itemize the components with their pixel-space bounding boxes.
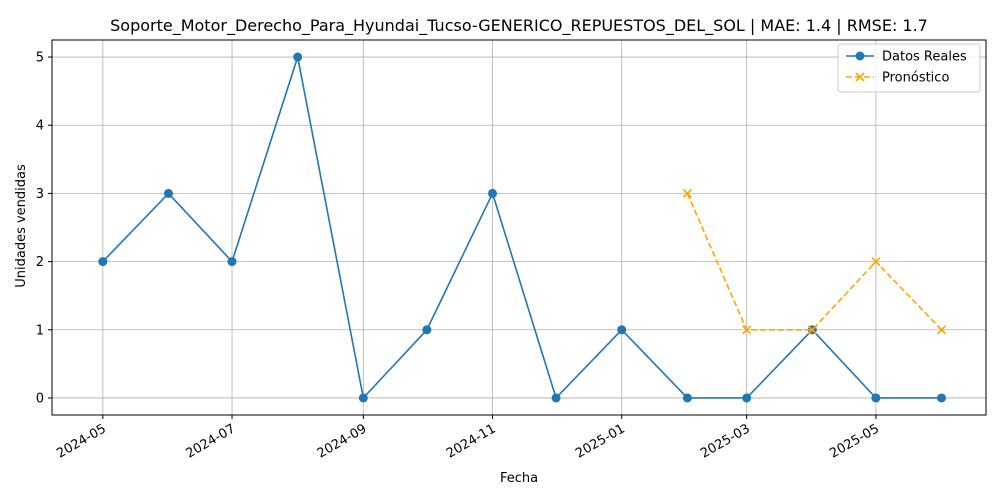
data-point [227, 257, 237, 267]
y-tick-label: 1 [36, 323, 44, 338]
data-point [293, 52, 303, 62]
legend-label: Datos Reales [882, 50, 967, 65]
data-point [742, 393, 752, 403]
data-point [742, 325, 752, 335]
x-tick-label: 2024-05 [54, 421, 109, 461]
data-point [871, 257, 881, 267]
data-point [871, 393, 881, 403]
x-tick-label: 2024-11 [444, 421, 499, 461]
x-tick-label: 2025-05 [827, 421, 882, 461]
y-tick-label: 0 [36, 391, 44, 406]
y-tick-label: 5 [36, 51, 44, 66]
data-point [98, 257, 108, 267]
legend-marker [855, 51, 865, 61]
series-forecast [682, 188, 947, 335]
y-tick-label: 3 [36, 187, 44, 202]
y-tick-label: 2 [36, 255, 44, 270]
series-layer [98, 52, 947, 403]
legend-label: Pronóstico [882, 71, 949, 86]
legend-marker [855, 72, 865, 82]
data-point [682, 188, 692, 198]
series-actual [98, 52, 947, 403]
series-line [102, 56, 942, 399]
x-axis: 2024-05 2024-07 2024-09 2024-11 2025-01 2025-… [54, 415, 882, 462]
data-point [488, 188, 498, 198]
data-point [617, 325, 627, 335]
grid [52, 40, 986, 415]
data-point [807, 325, 817, 335]
data-point [358, 393, 368, 403]
plot-frame [51, 39, 987, 416]
x-tick-label: 2025-03 [698, 421, 753, 461]
x-tick-label: 2025-01 [573, 421, 628, 461]
x-axis-label: Fecha [500, 471, 538, 486]
data-point [682, 393, 692, 403]
y-axis-label: Unidades vendidas [14, 164, 29, 288]
y-axis: 0 1 2 3 4 5 [36, 51, 52, 406]
data-point [936, 325, 947, 335]
data-point [422, 325, 432, 335]
series-line [686, 193, 943, 331]
x-tick-label: 2024-07 [183, 421, 238, 461]
data-point [551, 393, 561, 403]
y-tick-label: 4 [36, 119, 44, 134]
data-point [163, 188, 173, 198]
data-point [937, 393, 947, 403]
chart-title: Soporte_Motor_Derecho_Para_Hyundai_Tucso… [110, 16, 928, 36]
legend: Datos Reales Pronóstico [837, 43, 981, 93]
x-tick-label: 2024-09 [315, 421, 370, 461]
